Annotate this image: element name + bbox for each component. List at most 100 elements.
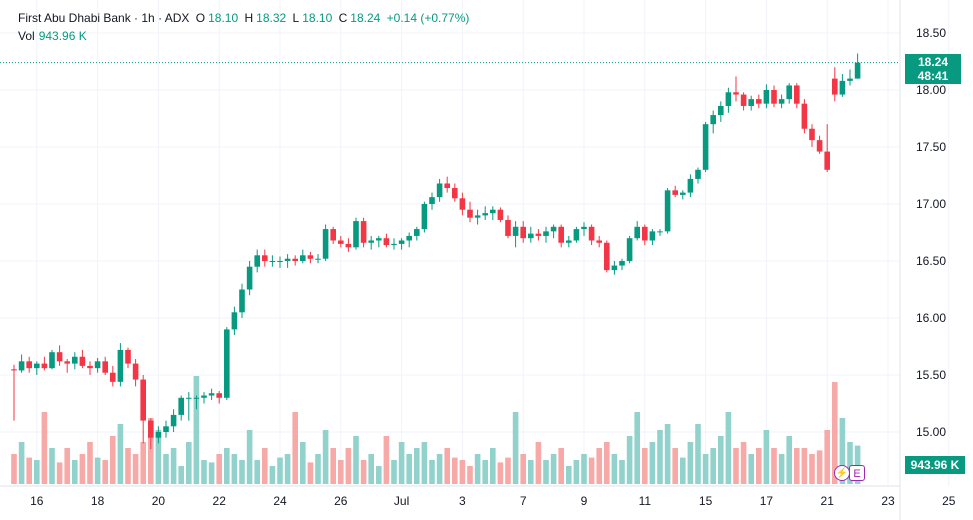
candle-body (839, 80, 846, 95)
candle-body (459, 198, 466, 210)
candle-body (178, 397, 184, 415)
candle-body (581, 226, 587, 230)
candle-body (824, 151, 830, 170)
volume-bar (543, 460, 549, 484)
volume-bar (809, 454, 815, 484)
volume-bar (748, 454, 754, 484)
candle-body (801, 103, 808, 129)
earnings-badge[interactable]: E (849, 465, 865, 481)
bar-countdown: 48:41 (917, 69, 949, 83)
candle-body (300, 255, 306, 261)
candle-body (246, 266, 253, 290)
volume-bar (353, 436, 359, 484)
volume-bar (847, 442, 853, 484)
price-tick-label: 15.50 (916, 368, 946, 382)
bolt-icon[interactable]: ⚡ (834, 465, 850, 481)
candle-body (307, 255, 314, 259)
candle-body (132, 363, 139, 380)
time-tick-label: 11 (639, 494, 652, 508)
volume-bar (155, 430, 162, 484)
volume-bar (558, 448, 564, 484)
volume-bar (467, 466, 473, 484)
candle-body (102, 361, 108, 373)
candle-body (816, 140, 823, 152)
candle-body (763, 90, 770, 104)
candle-body (619, 261, 625, 266)
volume-bar (360, 460, 367, 484)
candle-body (322, 229, 329, 259)
candle-body (642, 226, 648, 241)
candle-body (117, 349, 124, 382)
volume-bar (391, 460, 397, 484)
volume-bar (611, 454, 618, 484)
volume-bar (710, 448, 716, 484)
volume-bar (216, 454, 222, 484)
volume-bar (322, 430, 329, 484)
volume-bar (338, 460, 344, 484)
candle-body (733, 92, 739, 95)
volume-bar (208, 462, 215, 484)
volume-bar (269, 466, 276, 484)
candle-body (596, 240, 602, 243)
volume-bar (383, 436, 390, 484)
candle-body (854, 62, 861, 79)
volume-bar (18, 442, 25, 484)
candle-body (414, 229, 420, 236)
volume-bar (414, 448, 420, 484)
volume-bar (186, 442, 192, 484)
volume-bar (11, 454, 17, 484)
candle-body (353, 221, 359, 248)
candle-body (292, 258, 298, 261)
close-label: C (338, 11, 348, 25)
candle-body (657, 231, 663, 233)
candle-body (429, 197, 435, 204)
volume-value: 943.96 K (38, 29, 87, 43)
candle-body (345, 243, 352, 248)
candle-body (224, 329, 230, 398)
price-tick-label: 16.00 (916, 311, 946, 325)
candle-body (269, 261, 276, 262)
candle-body (497, 209, 504, 220)
candle-body (34, 363, 40, 369)
time-axis[interactable]: 16 18 20 22 24 26 Jul 3 7 9 11 15 17 21 23 25 (30, 494, 956, 508)
volume-bar (588, 457, 595, 484)
candle-body (18, 361, 25, 371)
volume-bar (718, 436, 724, 484)
volume-bar (429, 460, 435, 484)
volume-bar (87, 442, 93, 484)
time-tick-label: 20 (152, 494, 166, 508)
volume-bar (672, 448, 678, 484)
volume-bar (573, 460, 580, 484)
volume-bar (239, 460, 245, 484)
volume-bar (148, 418, 154, 484)
volume-bar (102, 460, 108, 484)
volume-bar (64, 448, 70, 484)
volume-bar (474, 454, 481, 484)
volume-bar (816, 450, 823, 484)
high-value: 18.32 (256, 11, 287, 25)
price-tick-label: 17.50 (916, 140, 946, 154)
price-tick-label: 16.50 (916, 254, 946, 268)
volume-bar (596, 448, 602, 484)
price-axis[interactable]: 15.00 15.50 16.00 16.50 17.00 17.50 18.00 18.50 (916, 26, 946, 439)
volume-bar (702, 454, 709, 484)
volume-bar (642, 448, 648, 484)
candle-body (421, 204, 428, 230)
candle-body (110, 372, 116, 382)
volume-bar (566, 466, 572, 484)
candle-body (748, 99, 754, 106)
candle-body (558, 226, 564, 243)
candle-body (64, 361, 70, 364)
candle-body (786, 85, 792, 100)
symbol-title[interactable]: First Abu Dhabi Bank · 1h · ADX (18, 11, 190, 25)
volume-bar (41, 412, 48, 484)
volume-bar (398, 442, 405, 484)
volume-legend: Vol 943.96 K (18, 28, 87, 44)
volume-bar (170, 448, 177, 484)
volume-bar (262, 448, 268, 484)
candle-body (832, 78, 838, 95)
volume-bar (695, 424, 701, 484)
volume-bars (11, 376, 861, 484)
volume-bar (307, 462, 314, 484)
